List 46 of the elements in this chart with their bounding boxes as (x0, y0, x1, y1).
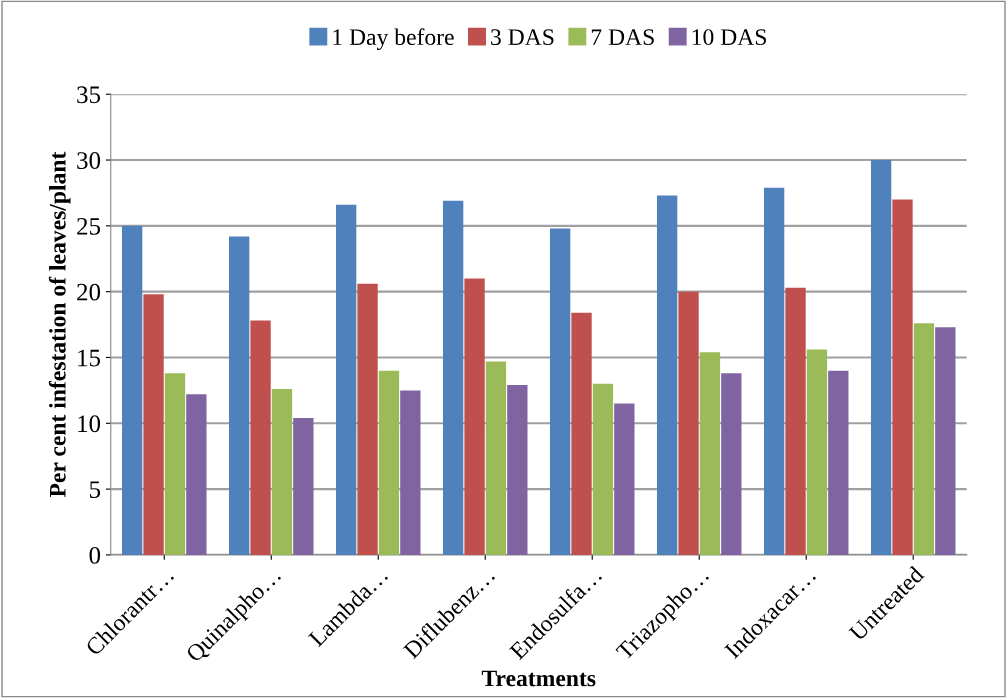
y-tick-label: 25 (77, 217, 101, 235)
y-tick-label: 30 (77, 152, 101, 169)
bar (271, 389, 293, 555)
bar (335, 204, 357, 555)
bar (592, 383, 614, 555)
bar (357, 283, 378, 555)
bar (828, 370, 849, 555)
bar (656, 195, 678, 555)
bar (229, 236, 250, 555)
bar (400, 390, 421, 555)
bar (571, 312, 592, 555)
bar (913, 323, 935, 555)
bar (485, 361, 507, 555)
bar (378, 370, 400, 555)
legend-label: 1 Day before (333, 28, 454, 50)
bar (464, 278, 485, 555)
bar (892, 199, 913, 555)
y-axis-title: Per cent infestation of leaves/plant (48, 151, 71, 498)
bar (507, 385, 528, 555)
bar (122, 225, 143, 555)
legend-label: 3 DAS (491, 29, 554, 46)
y-tick-label: 15 (78, 349, 101, 367)
bar (935, 327, 956, 555)
bar (186, 394, 207, 555)
bar (442, 200, 464, 555)
bar (785, 287, 806, 555)
bar (293, 418, 314, 555)
bar (870, 160, 892, 555)
bar (164, 373, 186, 555)
bar (678, 291, 699, 555)
y-tick-label: 35 (77, 86, 101, 104)
legend-label: 10 DAS (692, 29, 766, 46)
bar (806, 349, 828, 555)
legend-label: 7 DAS (591, 29, 654, 46)
bar (614, 403, 635, 555)
bar (699, 352, 721, 555)
y-tick-label: 10 (78, 415, 101, 433)
bar (250, 320, 271, 555)
y-tick-label: 5 (90, 481, 101, 499)
bar (143, 294, 164, 555)
y-tick-label: 20 (77, 283, 101, 301)
bar (721, 373, 742, 555)
bar (549, 228, 571, 555)
y-tick-label: 0 (89, 546, 101, 564)
x-axis-title: Treatments (481, 670, 596, 687)
bar (763, 187, 785, 555)
